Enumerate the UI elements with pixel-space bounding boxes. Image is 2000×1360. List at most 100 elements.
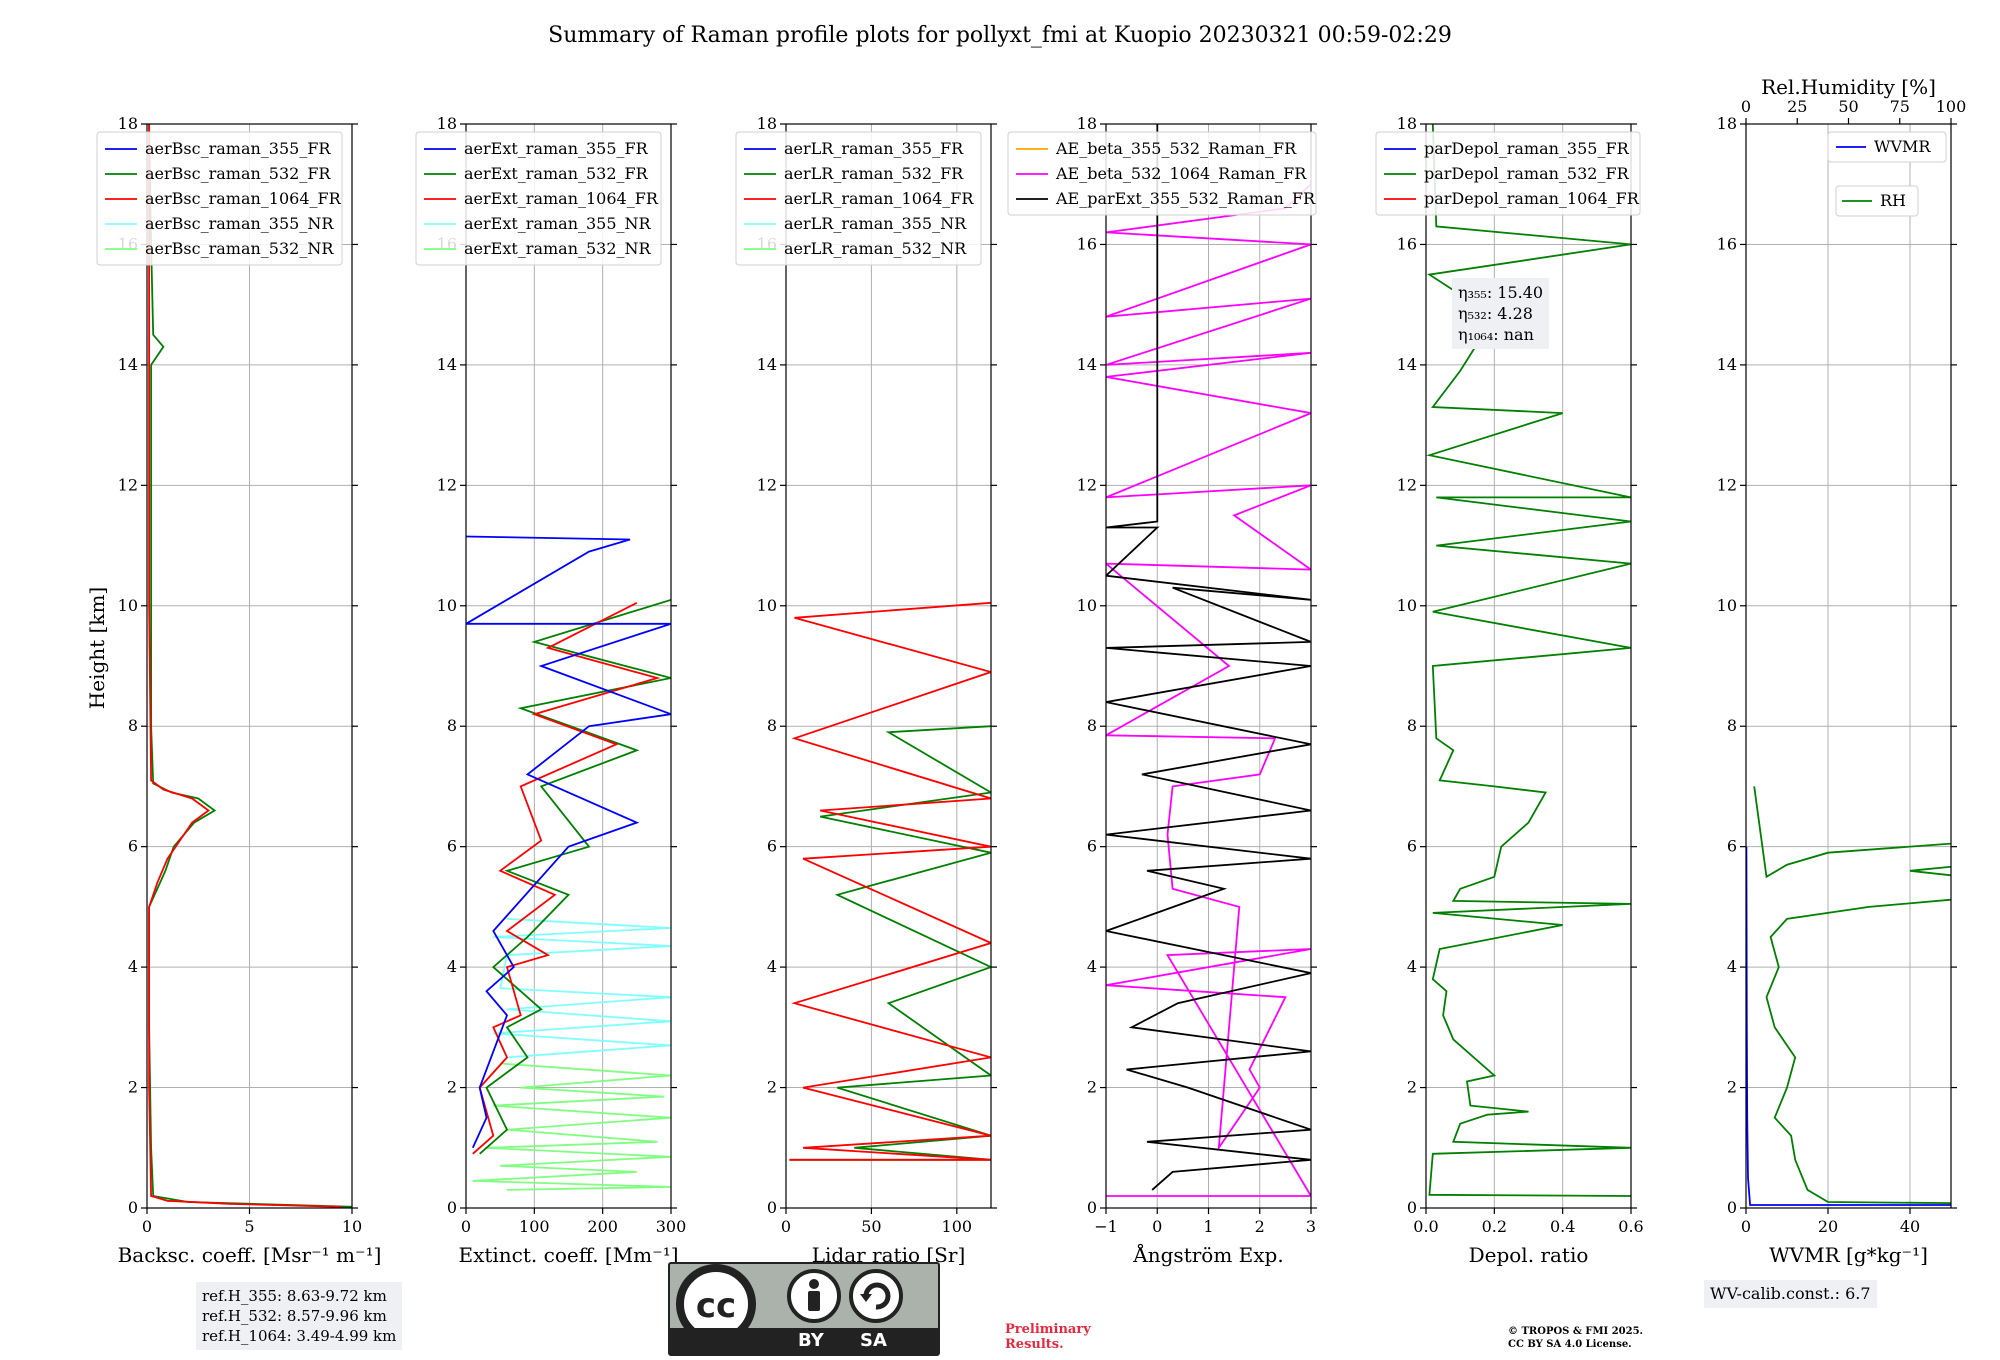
cc-license-badge: cc BY SA [668, 1262, 940, 1356]
xtick-label-ext: 0 [461, 1217, 471, 1236]
ytick-label-wv: 18 [1717, 114, 1737, 133]
ytick-label-ext: 14 [437, 355, 457, 374]
series-aerExt_raman_355_FR [466, 535, 671, 1149]
y-axis-label: Height [km] [85, 587, 109, 709]
xlabel-wv: WVMR [g*kg⁻¹] [1769, 1243, 1928, 1267]
top-xtick-label: 0 [1741, 97, 1751, 116]
xtick-label-depol: 0.0 [1413, 1217, 1438, 1236]
ytick-label-lr: 10 [757, 596, 777, 615]
ytick-label-lr: 2 [767, 1078, 777, 1097]
series-AE_beta_532_1064_Raman_FR [1106, 183, 1311, 1197]
ytick-label-lr: 0 [767, 1198, 777, 1217]
series-aerExt_raman_1064_FR [472, 601, 661, 1155]
xtick-label-bsc: 10 [342, 1217, 362, 1236]
ytick-label-depol: 4 [1407, 957, 1417, 976]
legend-entry-ae: AE_beta_355_532_Raman_FR [1055, 139, 1297, 158]
eta-1064: η₁₀₆₄: nan [1458, 325, 1534, 344]
ytick-label-ext: 10 [437, 596, 457, 615]
ytick-label-depol: 14 [1397, 355, 1417, 374]
preliminary-notice: Preliminary Results. [1005, 1322, 1091, 1352]
copyright-notice: © TROPOS & FMI 2025. CC BY SA 4.0 Licens… [1508, 1325, 1643, 1351]
eta-355: η₃₅₅: 15.40 [1458, 283, 1544, 302]
xtick-label-ae: 0 [1152, 1217, 1162, 1236]
ytick-label-ae: 16 [1077, 234, 1097, 253]
ref-height-1064: ref.H_1064: 3.49-4.99 km [202, 1327, 397, 1345]
series-aerExt_raman_355_NR [493, 918, 671, 1059]
ytick-label-ext: 8 [447, 716, 457, 735]
legend-entry-bsc: aerBsc_raman_355_NR [145, 214, 334, 233]
legend-entry-ext: aerExt_raman_532_FR [464, 164, 649, 183]
axes-frame [1745, 123, 1952, 1209]
panel-depol: 0 2 4 6 8 10 12 14 16 18 0.0 0.2 0.4 0.6 Depol. ratio p… [1375, 114, 1644, 1267]
legend-box-ae [1007, 131, 1317, 216]
copyright-line-2: CC BY SA 4.0 License. [1508, 1339, 1632, 1350]
xlabel-depol: Depol. ratio [1469, 1243, 1589, 1267]
ytick-label-wv: 6 [1727, 837, 1737, 856]
series-aerExt_raman_532_NR [472, 1062, 671, 1191]
by-label: BY [798, 1330, 824, 1351]
share-alike-icon [849, 1269, 903, 1323]
series-aerExt_raman_532_FR [479, 598, 671, 1155]
legend-box-lr [735, 131, 982, 266]
cc-icon-label: cc [696, 1286, 736, 1326]
xtick-label-depol: 0.6 [1618, 1217, 1643, 1236]
legend-entry-bsc: aerBsc_raman_1064_FR [145, 189, 342, 208]
copyright-line-1: © TROPOS & FMI 2025. [1508, 1326, 1644, 1337]
legend-entry-lr: aerLR_raman_532_FR [784, 164, 964, 183]
xtick-label-lr: 100 [942, 1217, 973, 1236]
ytick-label-ae: 12 [1077, 475, 1097, 494]
legend-entry-bsc: aerBsc_raman_355_FR [145, 139, 331, 158]
ytick-label-bsc: 0 [128, 1198, 138, 1217]
preliminary-line-1: Preliminary [1005, 1322, 1091, 1337]
legend-entry-bsc: aerBsc_raman_532_FR [145, 164, 331, 183]
xlabel-ae: Ångström Exp. [1132, 1242, 1283, 1267]
panel-lr: 024681012141618050100Lidar ratio [Sr]aer… [735, 114, 997, 1267]
legend-entry-wvmr: WVMR [1874, 137, 1931, 156]
depol-eta-box: η₃₅₅: 15.40 η₅₃₂: 4.28 η₁₀₆₄: nan [1452, 278, 1550, 349]
xtick-label-ext: 100 [519, 1217, 550, 1236]
ytick-label-wv: 4 [1727, 957, 1737, 976]
ytick-label-wv: 10 [1717, 596, 1737, 615]
wv-calib-box: WV-calib.const.: 6.7 [1704, 1280, 1877, 1308]
legend-entry-rh: RH [1880, 191, 1906, 210]
axes-frame [465, 123, 672, 1209]
axes-frame [146, 123, 353, 1209]
ytick-label-bsc: 4 [128, 957, 138, 976]
series-aerLR_raman_532_FR [789, 725, 991, 1161]
axes-frame [1425, 123, 1632, 1209]
ytick-label-ae: 14 [1077, 355, 1097, 374]
ytick-label-depol: 18 [1397, 114, 1417, 133]
xtick-label-ae: −1 [1094, 1217, 1118, 1236]
xtick-label-ext: 200 [587, 1217, 618, 1236]
ytick-label-ae: 0 [1087, 1198, 1097, 1217]
legend-box-wvmr [1827, 131, 1947, 163]
xtick-label-ae: 2 [1255, 1217, 1265, 1236]
ytick-label-lr: 4 [767, 957, 777, 976]
legend-entry-lr: aerLR_raman_355_FR [784, 139, 964, 158]
ytick-label-ext: 0 [447, 1198, 457, 1217]
preliminary-line-2: Results. [1005, 1337, 1064, 1352]
ytick-label-depol: 16 [1397, 234, 1417, 253]
xtick-label-ae: 3 [1306, 1217, 1316, 1236]
figure-title: Summary of Raman profile plots for polly… [548, 23, 1452, 48]
legend-entry-depol: parDepol_raman_1064_FR [1424, 189, 1640, 208]
legend-box-bsc [96, 131, 343, 266]
ytick-label-wv: 8 [1727, 716, 1737, 735]
eta-532: η₅₃₂: 4.28 [1458, 304, 1533, 323]
xtick-label-depol: 0.4 [1550, 1217, 1575, 1236]
ytick-label-wv: 14 [1717, 355, 1737, 374]
legend-entry-ext: aerExt_raman_355_FR [464, 139, 649, 158]
ytick-label-ae: 2 [1087, 1078, 1097, 1097]
ytick-label-depol: 2 [1407, 1078, 1417, 1097]
ytick-label-ext: 18 [437, 114, 457, 133]
ytick-label-ext: 12 [437, 475, 457, 494]
legend-entry-lr: aerLR_raman_1064_FR [784, 189, 974, 208]
series-aerBsc_raman_1064_FR [148, 124, 342, 1208]
ytick-label-lr: 18 [757, 114, 777, 133]
legend-box-rh [1835, 185, 1919, 217]
ytick-label-ext: 6 [447, 837, 457, 856]
series-AE_parExt_355_532_Raman_FR [1106, 124, 1311, 1191]
xtick-label-lr: 50 [861, 1217, 881, 1236]
